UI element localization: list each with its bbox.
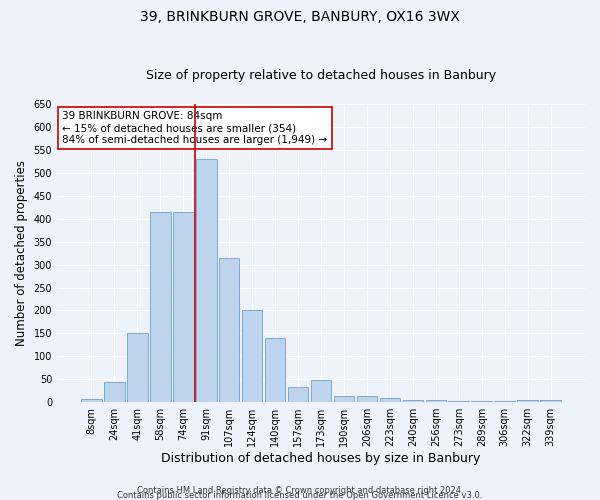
- Bar: [150, 212, 170, 402]
- Bar: [311, 380, 331, 402]
- Title: Size of property relative to detached houses in Banbury: Size of property relative to detached ho…: [146, 69, 496, 82]
- Bar: [517, 400, 538, 402]
- Bar: [356, 396, 377, 402]
- Text: Contains HM Land Registry data © Crown copyright and database right 2024.: Contains HM Land Registry data © Crown c…: [137, 486, 463, 495]
- Bar: [81, 399, 102, 402]
- Bar: [127, 334, 148, 402]
- Bar: [173, 212, 194, 402]
- Bar: [425, 400, 446, 402]
- Bar: [334, 396, 355, 402]
- Y-axis label: Number of detached properties: Number of detached properties: [15, 160, 28, 346]
- Bar: [380, 398, 400, 402]
- Text: Contains public sector information licensed under the Open Government Licence v3: Contains public sector information licen…: [118, 491, 482, 500]
- X-axis label: Distribution of detached houses by size in Banbury: Distribution of detached houses by size …: [161, 452, 481, 465]
- Bar: [265, 338, 286, 402]
- Text: 39, BRINKBURN GROVE, BANBURY, OX16 3WX: 39, BRINKBURN GROVE, BANBURY, OX16 3WX: [140, 10, 460, 24]
- Bar: [541, 400, 561, 402]
- Bar: [242, 310, 262, 402]
- Bar: [288, 387, 308, 402]
- Bar: [104, 382, 125, 402]
- Bar: [403, 400, 423, 402]
- Bar: [196, 159, 217, 402]
- Text: 39 BRINKBURN GROVE: 84sqm
← 15% of detached houses are smaller (354)
84% of semi: 39 BRINKBURN GROVE: 84sqm ← 15% of detac…: [62, 112, 328, 144]
- Bar: [219, 258, 239, 402]
